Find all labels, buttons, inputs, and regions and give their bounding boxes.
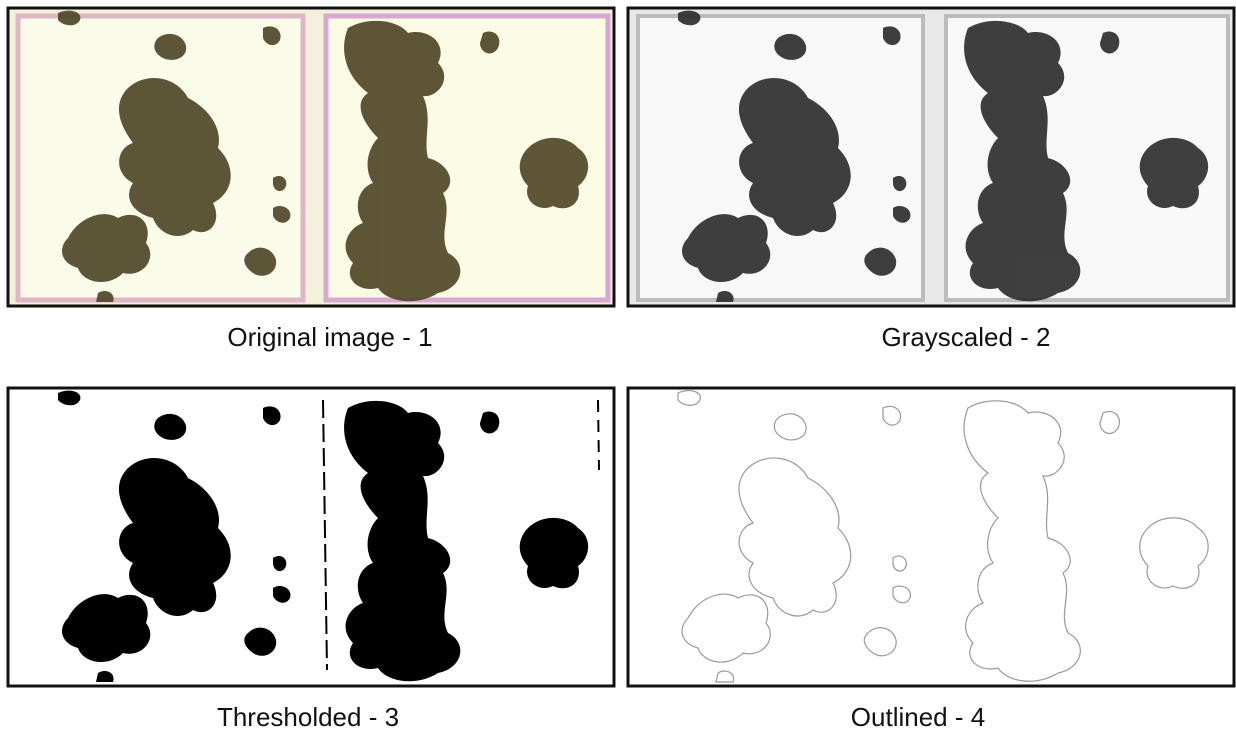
caption: Outlined - 4 <box>851 702 985 732</box>
caption: Original image - 1 <box>227 322 432 352</box>
caption: Grayscaled - 2 <box>881 322 1050 352</box>
panel-thresholded <box>6 386 616 688</box>
panel-grayscale <box>626 6 1236 308</box>
edge-artifact <box>597 399 600 471</box>
edge-artifact <box>322 399 328 671</box>
panel-original <box>6 6 616 308</box>
panel-outlined <box>626 386 1236 688</box>
caption: Thresholded - 3 <box>217 702 399 732</box>
panel-frame <box>626 386 1236 688</box>
